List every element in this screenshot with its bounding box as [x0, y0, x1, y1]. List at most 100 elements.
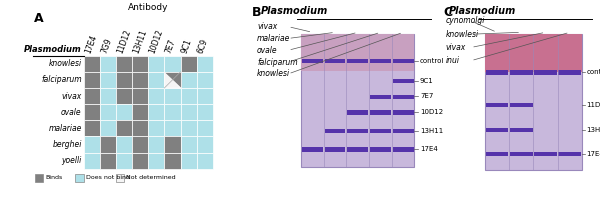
Bar — [559, 152, 581, 156]
Bar — [181, 120, 197, 137]
Bar — [181, 153, 197, 169]
Bar — [83, 153, 100, 169]
Bar — [347, 110, 368, 115]
Bar — [370, 148, 391, 152]
Bar — [100, 88, 116, 104]
Bar — [148, 153, 164, 169]
Text: vivax: vivax — [61, 92, 82, 101]
Text: 17E4: 17E4 — [420, 146, 438, 152]
Bar — [148, 72, 164, 88]
Text: 7E7: 7E7 — [420, 93, 433, 99]
Bar — [370, 110, 391, 115]
Bar — [197, 56, 213, 72]
Bar — [116, 56, 132, 72]
Text: berghei: berghei — [52, 140, 82, 149]
Text: 17E4: 17E4 — [83, 33, 98, 54]
Bar — [347, 148, 368, 152]
Bar — [35, 174, 43, 182]
Bar — [116, 120, 132, 137]
Bar — [485, 34, 582, 72]
Text: 13H11: 13H11 — [131, 28, 149, 54]
Bar — [181, 56, 197, 72]
Text: 13H11: 13H11 — [420, 128, 443, 134]
Bar — [510, 71, 533, 75]
Bar — [197, 153, 213, 169]
Text: B: B — [251, 6, 261, 19]
Bar — [132, 88, 148, 104]
Text: 13H11: 13H11 — [586, 126, 600, 133]
Bar — [181, 88, 197, 104]
Bar — [393, 129, 413, 133]
Bar — [325, 148, 346, 152]
Bar — [164, 88, 181, 104]
Bar — [325, 129, 346, 133]
Bar — [83, 137, 100, 153]
Bar — [164, 104, 181, 120]
Text: 10D12: 10D12 — [148, 28, 165, 54]
Bar — [301, 34, 415, 167]
Bar — [302, 148, 323, 152]
Bar — [325, 59, 346, 63]
Bar — [132, 120, 148, 137]
Bar — [370, 95, 391, 99]
Text: falciparum: falciparum — [41, 75, 82, 84]
Bar — [485, 103, 508, 107]
Text: knowlesi: knowlesi — [445, 30, 478, 39]
Text: control: control — [420, 58, 445, 64]
Bar — [181, 72, 197, 88]
Bar — [100, 56, 116, 72]
Bar — [534, 152, 557, 156]
Text: 9C1: 9C1 — [420, 78, 434, 84]
Bar — [347, 59, 368, 63]
Text: knowlesi: knowlesi — [257, 69, 290, 78]
Bar — [181, 137, 197, 153]
Text: falciparum: falciparum — [257, 58, 298, 67]
Bar — [393, 110, 413, 115]
Bar — [510, 128, 533, 132]
Bar — [302, 59, 323, 63]
Bar — [485, 152, 508, 156]
Bar — [370, 129, 391, 133]
Bar — [132, 104, 148, 120]
Bar — [164, 72, 181, 88]
Bar — [100, 153, 116, 169]
Bar — [393, 95, 413, 99]
Bar — [559, 71, 581, 75]
Text: Antibody: Antibody — [128, 3, 169, 12]
Text: vivax: vivax — [445, 43, 466, 52]
Bar — [534, 71, 557, 75]
Bar — [301, 34, 415, 71]
Bar — [197, 120, 213, 137]
Bar — [132, 72, 148, 88]
Bar — [100, 104, 116, 120]
Text: cynomolgi: cynomolgi — [445, 17, 485, 25]
Bar — [197, 72, 213, 88]
Bar — [164, 56, 181, 72]
Bar — [510, 103, 533, 107]
Text: Does not bind: Does not bind — [86, 175, 130, 180]
Bar — [116, 174, 124, 182]
Bar — [164, 120, 181, 137]
Bar — [100, 72, 116, 88]
Bar — [83, 88, 100, 104]
Bar — [148, 120, 164, 137]
Bar — [197, 137, 213, 153]
Bar — [485, 128, 508, 132]
Text: control: control — [586, 69, 600, 75]
Text: A: A — [34, 12, 43, 25]
Text: Plasmodium: Plasmodium — [24, 45, 82, 54]
Bar — [164, 137, 181, 153]
Bar — [148, 137, 164, 153]
Text: 6C9: 6C9 — [196, 37, 210, 54]
Bar — [83, 72, 100, 88]
Bar — [132, 153, 148, 169]
Text: Binds: Binds — [46, 175, 63, 180]
Bar — [148, 104, 164, 120]
Bar — [100, 137, 116, 153]
Polygon shape — [164, 72, 181, 88]
Text: 9C1: 9C1 — [180, 37, 194, 54]
Bar — [116, 88, 132, 104]
Bar — [100, 120, 116, 137]
Bar — [485, 71, 508, 75]
Text: inui: inui — [445, 56, 459, 65]
